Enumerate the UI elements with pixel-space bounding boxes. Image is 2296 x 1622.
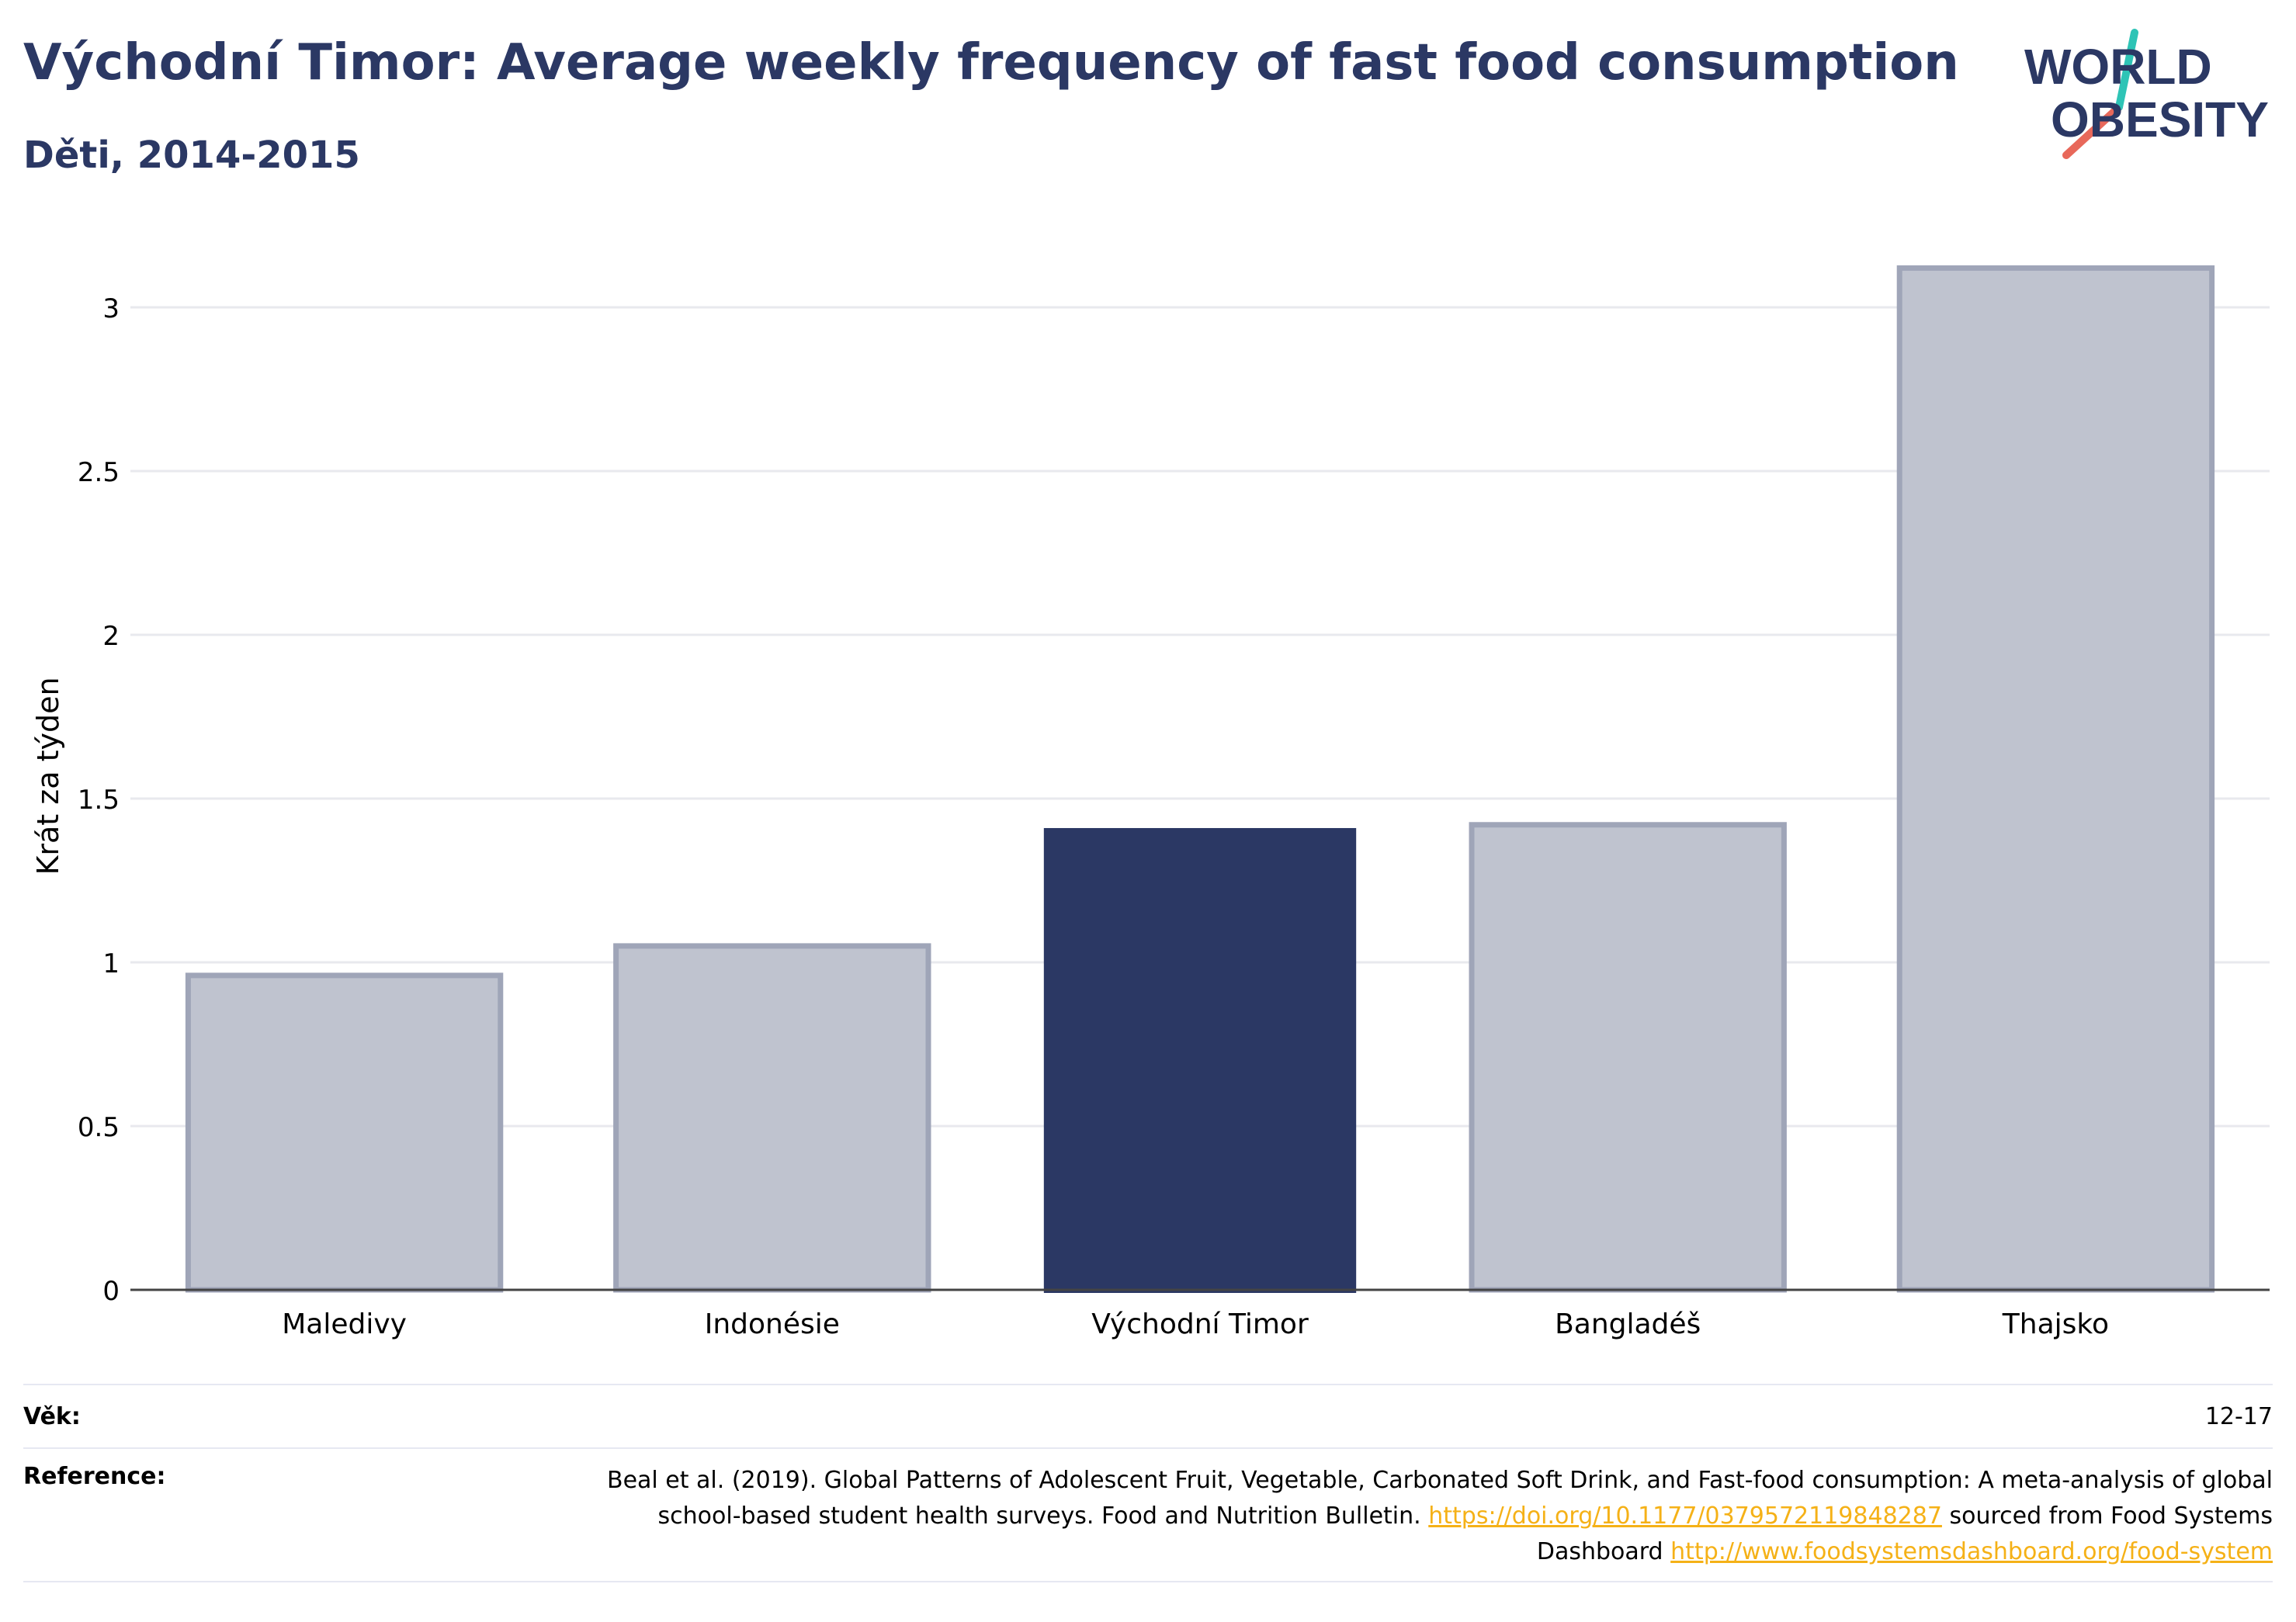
y-tick-label: 1 bbox=[102, 948, 120, 979]
bar-banglad- bbox=[1469, 822, 1787, 1293]
y-tick-label: 0.5 bbox=[78, 1112, 120, 1143]
chart-title: Východní Timor: Average weekly frequency… bbox=[23, 34, 1959, 92]
age-row: Věk: 12-17 bbox=[23, 1385, 2273, 1447]
x-tick-label: Východní Timor bbox=[1091, 1308, 1309, 1340]
reference-label: Reference: bbox=[23, 1463, 166, 1490]
bar-indon-sie bbox=[613, 943, 931, 1293]
chart-subtitle: Děti, 2014-2015 bbox=[23, 133, 360, 177]
y-tick-labels: 0 0.5 1 1.5 2 2.5 3 bbox=[78, 293, 120, 1307]
logo-line-1: WORLD bbox=[2024, 39, 2212, 95]
bars bbox=[185, 265, 2215, 1293]
y-tick-label: 2 bbox=[102, 621, 120, 652]
chart-svg: 0 0.5 1 1.5 2 2.5 3 Maledivy Indonésie Východní … bbox=[78, 265, 2270, 1340]
reference-text: Beal et al. (2019). Global Patterns of A… bbox=[596, 1463, 2273, 1570]
dashboard-link[interactable]: http://www.foodsystemsdashboard.org/food… bbox=[1670, 1538, 2273, 1565]
chart-footer: Věk: 12-17 Reference: Beal et al. (2019)… bbox=[23, 1384, 2273, 1582]
age-value: 12-17 bbox=[2204, 1402, 2273, 1430]
reference-row: Reference: Beal et al. (2019). Global Pa… bbox=[23, 1449, 2273, 1581]
doi-link[interactable]: https://doi.org/10.1177/0379572119848287 bbox=[1428, 1502, 1942, 1530]
y-axis-label: Krát za týden bbox=[31, 677, 65, 875]
y-tick-label: 1.5 bbox=[78, 785, 120, 816]
y-tick-label: 0 bbox=[102, 1276, 120, 1307]
age-label: Věk: bbox=[23, 1402, 81, 1430]
bar-v-chodn-timor bbox=[1043, 827, 1357, 1293]
bar-chart: 0 0.5 1 1.5 2 2.5 3 Maledivy Indonésie Východní … bbox=[78, 265, 2270, 1340]
logo-line-2: OBESITY bbox=[2051, 92, 2269, 147]
y-tick-label: 3 bbox=[102, 293, 120, 324]
x-tick-label: Thajsko bbox=[2002, 1308, 2109, 1340]
reference-citation: Beal et al. (2019). Global Patterns of A… bbox=[606, 1467, 2273, 1530]
bar-thajsko bbox=[1896, 265, 2215, 1293]
x-tick-labels: Maledivy Indonésie Východní Timor Bangladéš… bbox=[282, 1308, 2109, 1340]
y-tick-label: 2.5 bbox=[78, 457, 120, 488]
x-tick-label: Bangladéš bbox=[1555, 1308, 1701, 1340]
reference-source: sourced from Food Systems Dashboard bbox=[1536, 1502, 2273, 1565]
x-tick-label: Indonésie bbox=[705, 1308, 840, 1340]
world-obesity-logo: WORLD OBESITY bbox=[2018, 23, 2282, 163]
x-tick-label: Maledivy bbox=[282, 1308, 407, 1340]
bar-maledivy bbox=[185, 972, 504, 1293]
